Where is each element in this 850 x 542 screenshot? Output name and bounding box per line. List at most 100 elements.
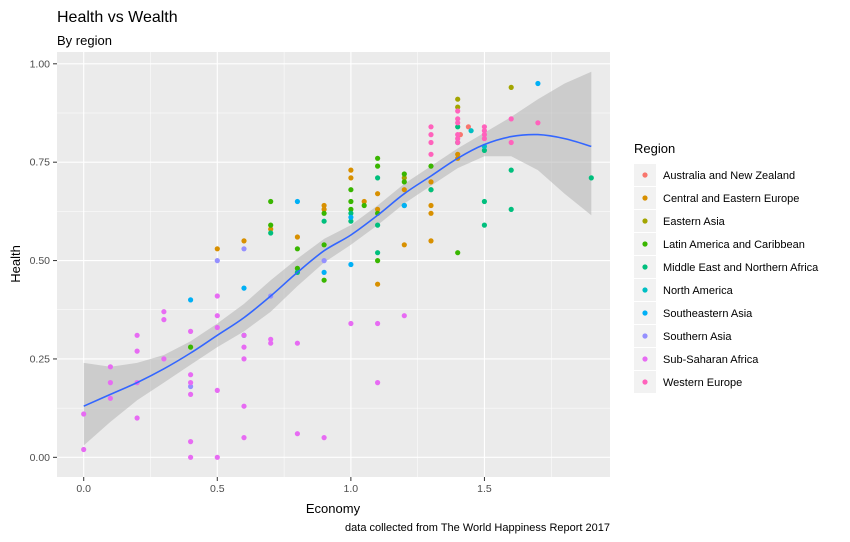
data-point [455, 124, 461, 130]
data-point [348, 187, 354, 193]
data-point [481, 222, 487, 228]
x-tick-label: 0.0 [76, 483, 91, 495]
data-point [214, 258, 220, 264]
data-point [428, 202, 434, 209]
data-point [161, 356, 167, 362]
data-point [134, 348, 140, 354]
x-axis-title: Economy [306, 501, 361, 516]
chart-subtitle: By region [57, 33, 112, 48]
data-point [348, 198, 354, 205]
data-point [321, 269, 327, 275]
data-point [321, 218, 327, 224]
data-point [455, 250, 461, 256]
data-point [268, 340, 274, 346]
data-point [401, 242, 407, 248]
data-point [348, 320, 354, 327]
data-point [188, 383, 194, 390]
data-point [241, 246, 247, 252]
data-point [294, 246, 300, 252]
data-point [428, 210, 434, 216]
data-point [535, 120, 541, 126]
data-point [321, 202, 327, 209]
legend-label: Sub-Saharan Africa [663, 354, 759, 366]
data-point [241, 332, 247, 338]
x-tick-label: 1.5 [477, 483, 492, 495]
data-point [375, 258, 381, 264]
axis-ticks: 0.0 0.5 1.0 1.5 0.00 0.25 0.50 0.75 1.00 [30, 58, 492, 495]
data-point [188, 391, 194, 397]
data-point [294, 265, 300, 271]
data-point [508, 206, 514, 212]
legend: Australia and New Zealand Central and Eas… [634, 164, 819, 393]
data-point [188, 328, 194, 334]
data-point [428, 187, 434, 193]
data-point [294, 340, 300, 346]
legend-label: Southeastern Asia [663, 308, 753, 320]
data-point [107, 395, 113, 401]
data-point [401, 187, 407, 193]
data-point [375, 320, 381, 327]
data-point [455, 120, 461, 126]
data-point [481, 147, 487, 153]
chart-title: Health vs Wealth [57, 9, 178, 26]
legend-title: Region [634, 141, 675, 156]
data-point [294, 431, 300, 437]
data-point [348, 218, 354, 224]
legend-swatch [642, 195, 648, 201]
data-point [481, 132, 487, 138]
legend-swatch [642, 379, 648, 385]
data-point [348, 210, 354, 216]
data-point [81, 411, 87, 417]
data-point [241, 435, 247, 441]
data-point [455, 132, 461, 138]
data-point [214, 387, 220, 393]
y-tick-label: 0.75 [30, 157, 51, 169]
data-point [268, 230, 274, 236]
data-point [481, 136, 487, 142]
y-tick-label: 0.25 [30, 353, 51, 365]
data-point [348, 261, 354, 268]
data-point [401, 313, 407, 319]
data-point [481, 128, 487, 134]
data-point [268, 226, 274, 232]
data-point [214, 313, 220, 319]
data-point [401, 179, 407, 185]
data-point [161, 309, 167, 315]
legend-swatch [642, 218, 648, 224]
data-point [455, 104, 461, 110]
data-point [134, 415, 140, 421]
data-point [348, 175, 354, 181]
data-point [107, 364, 113, 370]
data-point [241, 356, 247, 362]
data-point [375, 206, 381, 212]
data-point [455, 96, 461, 102]
legend-swatch [642, 287, 648, 293]
confidence-ribbon [83, 71, 592, 446]
y-tick-label: 0.50 [30, 255, 51, 267]
data-point [428, 151, 434, 157]
data-point [321, 210, 327, 216]
legend-label: Latin America and Caribbean [663, 239, 805, 251]
data-point [268, 336, 274, 342]
legend-swatch [642, 264, 648, 270]
data-point [348, 214, 354, 220]
data-point [188, 380, 194, 386]
smooth-trend-line [83, 133, 592, 407]
data-point [188, 297, 194, 303]
data-point [321, 206, 327, 212]
data-point [481, 198, 487, 205]
data-point [241, 238, 247, 244]
data-point [481, 124, 487, 130]
data-point [428, 139, 434, 146]
data-point [214, 324, 220, 331]
data-point [401, 175, 407, 181]
data-point [214, 293, 220, 299]
data-point [508, 84, 514, 90]
legend-swatch [642, 356, 648, 362]
data-point [321, 242, 327, 248]
data-point [508, 167, 514, 173]
data-point [401, 171, 407, 177]
data-point [134, 332, 140, 338]
data-point [348, 206, 354, 212]
